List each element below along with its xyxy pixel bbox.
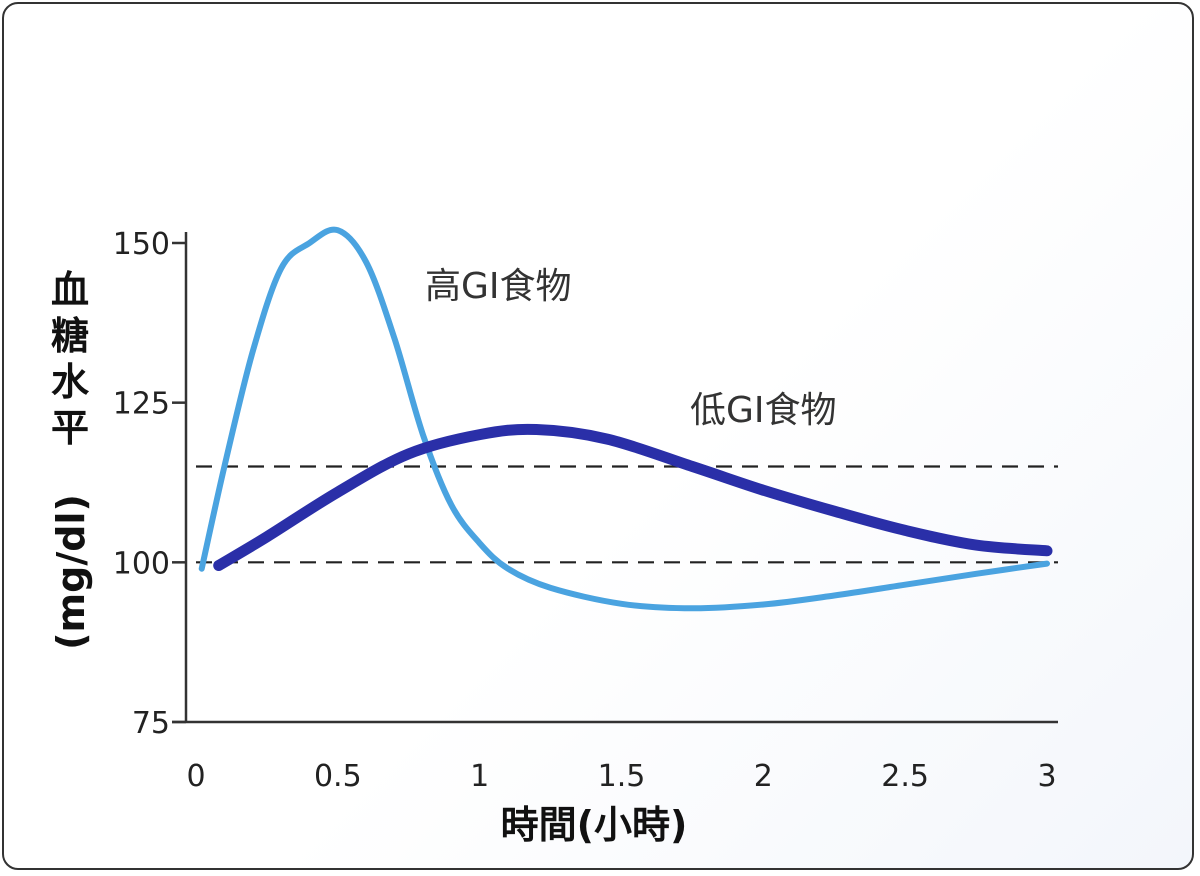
y-tick-label-2: 100: [113, 546, 170, 581]
series-line-high-gi: [198, 226, 1050, 612]
series-label-low-gi: 低GI食物: [690, 390, 837, 431]
y-tick-label-3: 125: [113, 387, 170, 422]
series-line-low-gi: [213, 423, 1053, 571]
y-axis-title: 血 糖 水 平 (mg/dl): [49, 268, 93, 650]
y-tick-label-1: 75: [132, 706, 170, 741]
x-tick-label-4: 1.5: [598, 759, 646, 794]
x-tick-label-2: 0.5: [314, 759, 362, 794]
y-axis-title-char-3: 水: [51, 360, 90, 404]
x-axis-title: 時間(小時): [501, 803, 688, 847]
series-group: [198, 226, 1053, 612]
x-ticks: 0 0.5 1 1.5 2 2.5 3: [186, 759, 1056, 794]
x-tick-label-6: 2.5: [881, 759, 929, 794]
reference-lines: [196, 465, 1058, 564]
x-tick-label-7: 3: [1037, 759, 1056, 794]
y-tick-label-4: 150: [113, 227, 170, 262]
y-axis-title-char-2: 糖: [51, 314, 89, 358]
x-tick-label-3: 1: [470, 759, 489, 794]
y-ticks: 75 100 125 150: [113, 227, 186, 741]
y-axis-title-char-4: 平: [51, 406, 89, 450]
y-axis-title-char-1: 血: [51, 268, 89, 312]
x-tick-label-1: 0: [186, 759, 205, 794]
x-tick-label-5: 2: [754, 759, 773, 794]
y-axis-unit: (mg/dl): [49, 494, 93, 650]
series-label-high-gi: 高GI食物: [425, 266, 572, 307]
